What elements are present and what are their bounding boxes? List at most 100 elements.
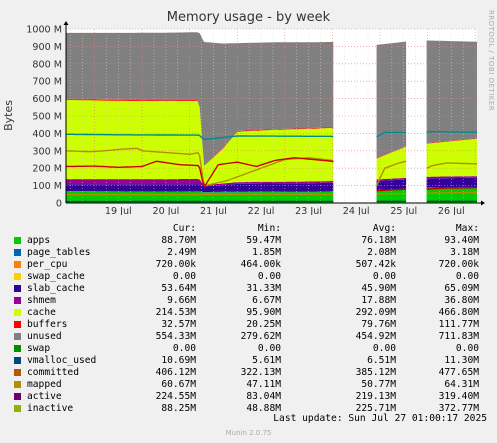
legend-row-vmalloc-used: vmalloc_used 10.69M 5.61M 6.51M 11.30M xyxy=(12,355,492,367)
legend-row-page-tables: page_tables 2.49M 1.85M 2.08M 3.18M xyxy=(12,247,492,259)
legend-label: slab_cache xyxy=(27,283,85,294)
legend-swatch xyxy=(14,345,21,352)
legend-value-max: 111.77M xyxy=(438,319,479,330)
area-cache-seg2 xyxy=(426,138,477,177)
y-tick-label: 500 M xyxy=(32,112,62,123)
legend-value-avg: 6.51M xyxy=(367,355,396,366)
legend-row-per-cpu: per_cpu 720.00k 464.00k 507.42k 720.00k xyxy=(12,259,492,271)
legend-value-avg: 454.92M xyxy=(355,331,396,342)
legend-swatch xyxy=(14,333,21,340)
line-mapped-seg1 xyxy=(376,192,407,195)
legend-label: inactive xyxy=(27,403,74,414)
legend-value-max: 0.00 xyxy=(455,271,479,282)
line-mapped-seg2 xyxy=(426,191,477,194)
legend-value-max: 0.00 xyxy=(455,343,479,354)
legend-swatch xyxy=(14,357,21,364)
legend-value-min: 6.67M xyxy=(252,295,281,306)
x-tick-label: 20 Jul xyxy=(152,206,179,215)
legend-value-cur: 406.12M xyxy=(155,367,196,378)
x-tick-label: 22 Jul xyxy=(248,206,275,215)
legend-row-committed: committed 406.12M 322.13M 385.12M 477.65M xyxy=(12,367,492,379)
x-tick-label: 24 Jul xyxy=(343,206,370,215)
legend-swatch xyxy=(14,369,21,376)
legend-value-cur: 0.00 xyxy=(172,343,196,354)
y-tick-label: 600 M xyxy=(32,94,62,105)
legend-value-max: 64.31M xyxy=(444,379,479,390)
legend-value-min: 464.00k xyxy=(240,259,281,270)
legend-value-min: 31.33M xyxy=(246,283,281,294)
memory-chart: 0 100 M 200 M 300 M 400 M 500 M 600 M 700 M 800 … xyxy=(26,21,485,215)
y-axis-arrow xyxy=(63,21,69,25)
area-buffers-seg2 xyxy=(426,138,477,144)
x-tick-label: 19 Jul xyxy=(105,206,132,215)
legend-value-cur: 10.69M xyxy=(161,355,196,366)
rrdtool-watermark: RRDTOOL / TOBI OETIKER xyxy=(487,10,495,112)
area-per-cpu-seg0 xyxy=(66,191,334,193)
munin-version: Munin 2.0.75 xyxy=(225,429,272,437)
legend-value-cur: 53.64M xyxy=(161,283,196,294)
legend-value-min: 0.00 xyxy=(257,343,281,354)
legend-label: apps xyxy=(27,235,51,246)
line-inactive-seg1 xyxy=(376,188,407,192)
area-slab-cache-seg2 xyxy=(426,177,477,188)
legend-swatch xyxy=(14,249,21,256)
legend-swatch xyxy=(14,393,21,400)
legend-row-inactive: inactive 88.25M 48.88M 225.71M 372.77M xyxy=(12,403,492,415)
legend-label: vmalloc_used xyxy=(27,355,97,366)
legend-value-cur: 32.57M xyxy=(161,319,196,330)
legend-value-avg: 225.71M xyxy=(355,403,396,414)
legend-row-swap: swap 0.00 0.00 0.00 0.00 xyxy=(12,343,492,355)
legend-row-unused: unused 554.33M 279.62M 454.92M 711.83M xyxy=(12,331,492,343)
area-unused-seg2 xyxy=(426,40,477,144)
line-committed-seg0 xyxy=(66,133,334,141)
area-slab-cache-seg1 xyxy=(376,179,407,190)
legend-swatch xyxy=(14,285,21,292)
legend-swatch xyxy=(14,381,21,388)
legend-header-min: Min: xyxy=(257,223,281,234)
last-update: Last update: Sun Jul 27 01:00:17 2025 xyxy=(273,413,487,424)
legend-header-cur: Cur: xyxy=(172,223,196,234)
legend-value-min: 48.88M xyxy=(246,403,281,414)
legend-row-apps: apps 88.70M 59.47M 76.18M 93.40M xyxy=(12,235,492,247)
area-buffers-seg1 xyxy=(376,146,407,159)
y-tick-label: 800 M xyxy=(32,59,62,70)
legend-value-cur: 554.33M xyxy=(155,331,196,342)
area-shmem-seg0 xyxy=(66,178,334,187)
legend-value-min: 1.85M xyxy=(252,247,281,258)
y-tick-label: 100 M xyxy=(32,181,62,192)
legend-value-min: 59.47M xyxy=(246,235,281,246)
line-active-seg2 xyxy=(426,162,477,169)
legend-value-max: 466.80M xyxy=(438,307,479,318)
legend-value-cur: 720.00k xyxy=(155,259,196,270)
legend-row-shmem: shmem 9.66M 6.67M 17.88M 36.80M xyxy=(12,295,492,307)
legend-value-max: 372.77M xyxy=(438,403,479,414)
x-tick-label: 21 Jul xyxy=(200,206,227,215)
legend-swatch xyxy=(14,321,21,328)
chart-title: Memory usage - by week xyxy=(166,10,331,25)
legend-label: shmem xyxy=(27,295,56,306)
legend-value-avg: 45.90M xyxy=(361,283,396,294)
legend-label: mapped xyxy=(27,379,62,390)
legend-row-slab-cache: slab_cache 53.64M 31.33M 45.90M 65.09M xyxy=(12,283,492,295)
legend-value-min: 95.90M xyxy=(246,307,281,318)
legend-value-min: 279.62M xyxy=(240,331,281,342)
legend-label: swap xyxy=(27,343,51,354)
legend-value-cur: 2.49M xyxy=(167,247,196,258)
y-tick-label: 200 M xyxy=(32,164,62,175)
y-tick-label: 0 xyxy=(56,199,62,210)
x-tick-label: 26 Jul xyxy=(438,206,465,215)
legend-swatch xyxy=(14,309,21,316)
x-tick-label: 23 Jul xyxy=(295,206,322,215)
y-tick-label: 400 M xyxy=(32,129,62,140)
legend-value-cur: 214.53M xyxy=(155,307,196,318)
legend-label: swap_cache xyxy=(27,271,85,282)
legend-value-max: 11.30M xyxy=(444,355,479,366)
legend-swatch xyxy=(14,261,21,268)
legend-value-avg: 385.12M xyxy=(355,367,396,378)
legend-value-avg: 76.18M xyxy=(361,235,396,246)
legend-value-avg: 79.76M xyxy=(361,319,396,330)
area-unused-seg0 xyxy=(66,32,334,166)
legend-swatch xyxy=(14,273,21,280)
legend-swatch xyxy=(14,405,21,412)
